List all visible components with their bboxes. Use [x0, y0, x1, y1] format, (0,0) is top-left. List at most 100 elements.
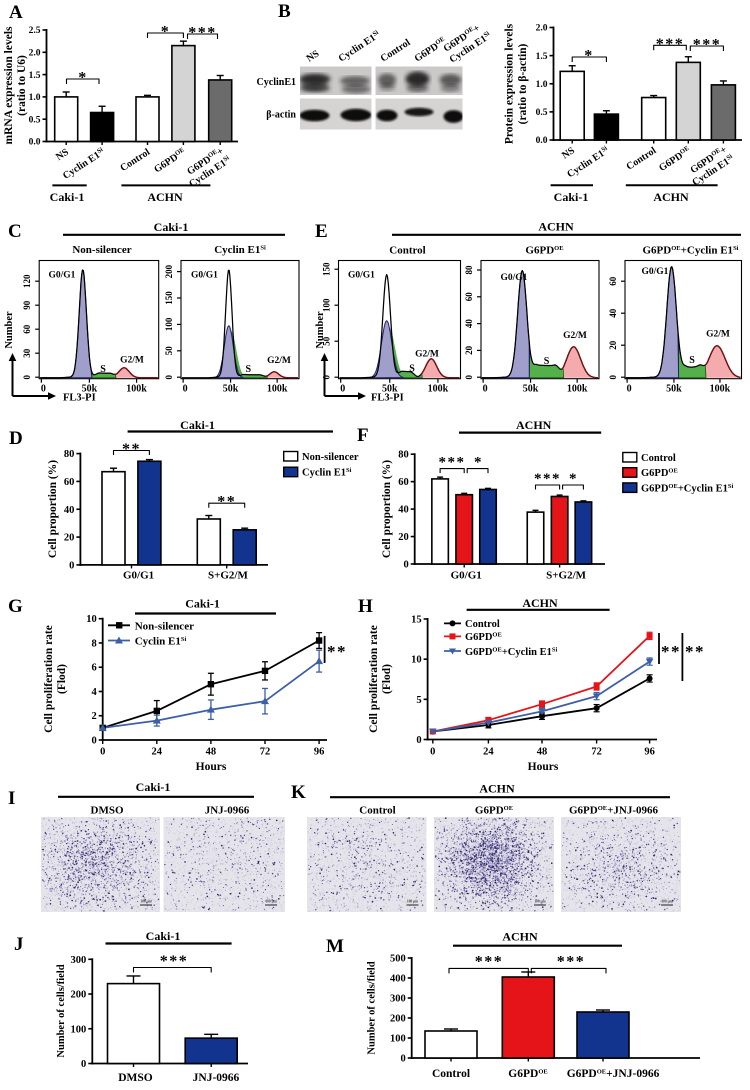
svg-text:*: * [474, 455, 483, 471]
svg-text:ACHN: ACHN [538, 220, 574, 234]
svg-text:***: *** [475, 954, 504, 971]
svg-text:0: 0 [41, 384, 46, 395]
svg-text:100: 100 [164, 317, 174, 331]
svg-text:1.0: 1.0 [536, 80, 548, 90]
svg-text:JNJ-0966: JNJ-0966 [205, 805, 250, 817]
svg-text:50k: 50k [666, 384, 682, 395]
svg-text:ACHN: ACHN [516, 418, 552, 432]
svg-text:Caki-1: Caki-1 [554, 190, 589, 204]
svg-text:500: 500 [390, 954, 406, 965]
svg-text:2: 2 [91, 711, 96, 722]
svg-text:ACHN: ACHN [653, 190, 689, 204]
svg-text:G0/G1: G0/G1 [501, 273, 528, 283]
svg-text:0: 0 [100, 747, 105, 758]
svg-text:CyclinE1: CyclinE1 [257, 77, 296, 88]
svg-text:G6PDOE: G6PDOE [641, 468, 678, 480]
svg-text:***: *** [160, 953, 189, 970]
svg-text:Cyclin E1Si: Cyclin E1Si [302, 467, 352, 479]
svg-text:120: 120 [22, 274, 32, 288]
svg-text:G6PDOE: G6PDOE [508, 1068, 547, 1080]
svg-text:*: * [569, 471, 578, 487]
svg-text:JNJ-0966: JNJ-0966 [193, 1072, 240, 1084]
svg-text:2.0: 2.0 [536, 24, 548, 34]
svg-text:Caki-1: Caki-1 [154, 220, 189, 234]
svg-text:β-actin: β-actin [266, 110, 296, 121]
svg-text:0.5: 0.5 [536, 108, 548, 118]
svg-text:0: 0 [627, 384, 632, 395]
svg-text:100: 100 [390, 1034, 406, 1045]
svg-text:60: 60 [608, 276, 618, 286]
svg-text:(Flod): (Flod) [56, 664, 68, 694]
svg-text:Hours: Hours [528, 761, 559, 773]
svg-text:S: S [689, 355, 695, 366]
svg-text:1.5: 1.5 [29, 71, 41, 81]
svg-text:20: 20 [608, 340, 618, 350]
svg-text:Control: Control [389, 245, 425, 257]
svg-text:100k: 100k [428, 384, 449, 395]
svg-text:G2/M: G2/M [120, 356, 144, 366]
svg-text:50: 50 [322, 336, 332, 346]
svg-text:100: 100 [71, 1024, 87, 1035]
svg-text:ACHN: ACHN [522, 596, 558, 610]
svg-text:20: 20 [398, 532, 409, 543]
svg-text:Non-silencer: Non-silencer [302, 452, 359, 463]
svg-text:Caki-1: Caki-1 [185, 597, 220, 611]
svg-text:G6PDOE: G6PDOE [465, 632, 502, 644]
svg-text:0: 0 [608, 374, 618, 379]
svg-text:100 μm: 100 μm [661, 900, 672, 904]
svg-text:B: B [278, 1, 291, 22]
svg-text:0.0: 0.0 [29, 138, 41, 148]
svg-text:60: 60 [398, 477, 409, 488]
svg-text:***: *** [188, 25, 217, 42]
svg-text:mRNA expression levels: mRNA expression levels [3, 26, 15, 145]
svg-text:Cell proportion (%): Cell proportion (%) [381, 460, 393, 558]
svg-text:200: 200 [390, 1014, 406, 1025]
svg-text:200: 200 [164, 264, 174, 278]
svg-text:100k: 100k [710, 384, 731, 395]
svg-text:60: 60 [464, 292, 474, 302]
svg-text:S: S [100, 364, 106, 375]
svg-text:***: *** [534, 471, 561, 487]
svg-text:G2/M: G2/M [267, 356, 291, 366]
svg-text:40: 40 [464, 319, 474, 329]
svg-text:DMSO: DMSO [91, 805, 124, 817]
svg-text:2.0: 2.0 [29, 49, 41, 59]
svg-text:(ratio to U6): (ratio to U6) [16, 55, 28, 116]
svg-text:***: *** [656, 36, 685, 53]
svg-text:300: 300 [71, 955, 87, 966]
svg-text:FL3-PI: FL3-PI [371, 393, 404, 404]
svg-text:0: 0 [322, 374, 332, 379]
svg-text:1.0: 1.0 [29, 93, 41, 103]
svg-text:Caki-1: Caki-1 [146, 929, 181, 943]
svg-text:0: 0 [430, 747, 435, 758]
svg-text:G6PDOE: G6PDOE [475, 805, 513, 817]
svg-text:100 μm: 100 μm [534, 900, 545, 904]
svg-text:300: 300 [390, 994, 406, 1005]
svg-text:0: 0 [483, 384, 488, 395]
svg-text:80: 80 [398, 450, 409, 461]
svg-text:Hours: Hours [196, 761, 227, 773]
svg-text:G0/G1: G0/G1 [451, 570, 482, 582]
svg-text:0: 0 [403, 560, 408, 571]
svg-text:D: D [9, 428, 23, 449]
svg-text:0.0: 0.0 [536, 136, 548, 146]
svg-text:0: 0 [81, 1059, 86, 1070]
svg-text:50: 50 [164, 346, 174, 356]
svg-text:150: 150 [164, 291, 174, 305]
svg-text:***: *** [693, 37, 722, 54]
svg-text:400: 400 [390, 974, 406, 985]
svg-text:Control: Control [641, 453, 676, 464]
svg-text:0: 0 [91, 736, 96, 747]
svg-text:G6PDOE+JNJ-0966: G6PDOE+JNJ-0966 [567, 1068, 660, 1080]
svg-text:Non-silencer: Non-silencer [72, 244, 131, 256]
svg-text:Number: Number [4, 311, 15, 349]
svg-text:***: *** [557, 954, 586, 971]
svg-text:C: C [8, 221, 22, 242]
svg-text:G6PDOE+Cyclin E1Si: G6PDOE+Cyclin E1Si [465, 646, 557, 658]
svg-text:FL3-PI: FL3-PI [63, 393, 96, 404]
svg-text:G2/M: G2/M [415, 350, 439, 360]
svg-text:90: 90 [22, 300, 32, 310]
svg-text:0: 0 [183, 384, 188, 395]
svg-text:ACHN: ACHN [502, 930, 538, 944]
svg-text:Caki-1: Caki-1 [136, 780, 171, 794]
